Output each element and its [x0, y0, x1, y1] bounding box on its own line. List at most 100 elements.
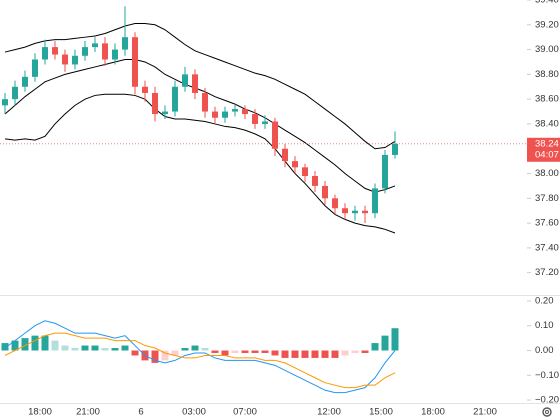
candle-body — [222, 111, 228, 118]
candle-body — [132, 37, 138, 87]
histogram-bar — [61, 345, 69, 351]
histogram-bar — [351, 350, 359, 353]
histogram-bar — [181, 348, 189, 351]
histogram-bar — [361, 350, 369, 353]
y-tick-label: 38.80 — [535, 69, 559, 80]
histogram-bar — [381, 335, 389, 351]
candle-body — [232, 109, 238, 112]
y-tick-label: 38.00 — [535, 168, 559, 179]
candle-body — [142, 86, 148, 93]
y-tick-label: 0.20 — [535, 295, 554, 306]
y-tick-label: 0.00 — [535, 345, 554, 356]
candle-body — [332, 198, 338, 209]
histogram-bar — [171, 350, 179, 356]
y-tick-label: 37.60 — [535, 218, 559, 229]
candle-body — [282, 148, 288, 162]
y-tick-label: 37.80 — [535, 193, 559, 204]
x-tick-label: 12:00 — [317, 407, 341, 418]
candle-body — [42, 47, 48, 60]
candle-body — [182, 74, 188, 87]
candle-body — [352, 210, 358, 214]
settings-icon[interactable] — [542, 407, 552, 417]
macd-line — [4, 320, 396, 394]
histogram-bar — [11, 340, 19, 351]
candle-body — [372, 188, 378, 214]
candle-body — [202, 92, 208, 112]
histogram-bar — [21, 338, 29, 351]
countdown-label: 04:07 — [535, 149, 559, 160]
x-tick-label: 07:00 — [233, 407, 257, 418]
histogram-bar — [221, 350, 229, 356]
y-tick-label: 39.40 — [535, 0, 559, 6]
x-tick-label: 18:00 — [421, 407, 445, 418]
candle-body — [2, 99, 8, 106]
last-price-label: 38.24 — [535, 138, 559, 149]
candle-body — [102, 43, 108, 60]
histogram-bar — [131, 350, 139, 356]
histogram-bar — [31, 335, 39, 351]
candle-body — [12, 86, 18, 100]
histogram-bar — [81, 345, 89, 351]
candle-body — [262, 121, 268, 124]
candle-body — [82, 47, 88, 56]
y-tick-label: 38.60 — [535, 94, 559, 105]
candle-body — [92, 43, 98, 48]
y-tick-label: 39.00 — [535, 44, 559, 55]
histogram-bar — [161, 350, 169, 361]
histogram-bar — [201, 348, 209, 351]
candle-body — [342, 208, 348, 214]
candle-body — [112, 49, 118, 60]
x-tick-label: 03:00 — [182, 407, 206, 418]
y-tick-label: 37.40 — [535, 242, 559, 253]
candle-body — [152, 92, 158, 115]
candle-body — [62, 54, 68, 65]
histogram-bar — [251, 350, 259, 353]
histogram-bar — [391, 328, 399, 351]
histogram-bar — [91, 345, 99, 351]
y-tick-label: 0.10 — [535, 320, 554, 331]
candle-body — [122, 37, 128, 50]
candle-body — [392, 143, 398, 155]
candle-body — [272, 121, 278, 149]
histogram-bar — [51, 340, 59, 351]
band-line — [4, 93, 396, 234]
histogram-bar — [111, 348, 119, 351]
candle-body — [172, 86, 178, 112]
candle-body — [212, 111, 218, 118]
candle-body — [32, 59, 38, 77]
candle-body — [242, 109, 248, 115]
histogram-bar — [121, 345, 129, 351]
histogram-bar — [311, 350, 319, 358]
histogram-bar — [341, 350, 349, 356]
candle-body — [362, 210, 368, 214]
candle-body — [252, 114, 258, 124]
y-tick-label: −0.20 — [535, 395, 559, 406]
candle-body — [292, 161, 298, 168]
signal-line — [4, 332, 396, 389]
histogram-bar — [41, 335, 49, 351]
last-price-tag — [527, 137, 560, 162]
band-line — [4, 58, 396, 193]
x-tick-label: 21:00 — [473, 407, 497, 418]
histogram-bar — [71, 348, 79, 351]
candle-body — [382, 154, 388, 189]
x-tick-label: 18:00 — [28, 407, 52, 418]
histogram-bar — [331, 350, 339, 358]
histogram-bar — [261, 350, 269, 353]
band-line — [4, 23, 396, 150]
candle-body — [52, 47, 58, 55]
candle-body — [22, 76, 28, 87]
candle-body — [192, 74, 198, 93]
y-tick-label: −0.10 — [535, 370, 559, 381]
x-tick-label: 6 — [138, 407, 143, 418]
x-tick-label: 21:00 — [76, 407, 100, 418]
histogram-bar — [191, 345, 199, 351]
y-tick-label: 38.40 — [535, 118, 559, 129]
histogram-bar — [151, 350, 159, 363]
histogram-bar — [301, 350, 309, 358]
y-tick-label: 39.20 — [535, 19, 559, 30]
histogram-bar — [231, 350, 239, 353]
histogram-bar — [1, 343, 9, 351]
y-tick-label: 37.20 — [535, 267, 559, 278]
